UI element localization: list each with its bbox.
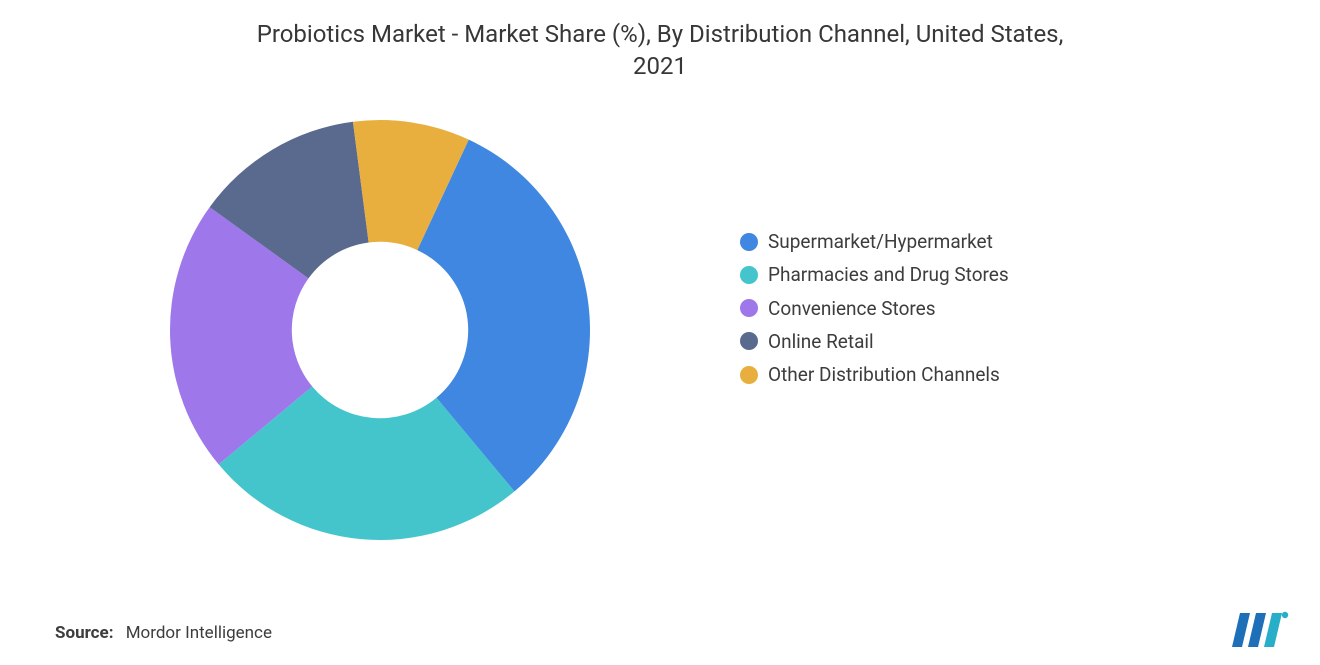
legend-label: Supermarket/Hypermarket [768,225,993,258]
legend-label: Pharmacies and Drug Stores [768,258,1009,291]
legend-swatch-icon [740,332,758,350]
legend-swatch-icon [740,266,758,284]
source-text: Mordor Intelligence [126,623,272,643]
legend-item: Supermarket/Hypermarket [740,225,1009,258]
legend-item: Pharmacies and Drug Stores [740,258,1009,291]
legend-item: Online Retail [740,325,1009,358]
chart-title-line2: 2021 [633,52,687,80]
legend-label: Convenience Stores [768,292,936,325]
mordor-logo-icon [1228,607,1292,647]
legend-swatch-icon [740,233,758,251]
source-label: Source: [55,623,113,643]
legend-label: Other Distribution Channels [768,358,1000,391]
legend-label: Online Retail [768,325,874,358]
legend-item: Convenience Stores [740,292,1009,325]
source-attribution: Source: Mordor Intelligence [55,623,272,643]
legend-item: Other Distribution Channels [740,358,1009,391]
legend-swatch-icon [740,299,758,317]
legend: Supermarket/HypermarketPharmacies and Dr… [740,225,1009,391]
chart-title-line1: Probiotics Market - Market Share (%), By… [257,20,1064,48]
legend-swatch-icon [740,366,758,384]
chart-title: Probiotics Market - Market Share (%), By… [0,0,1320,83]
donut-chart [160,110,600,550]
